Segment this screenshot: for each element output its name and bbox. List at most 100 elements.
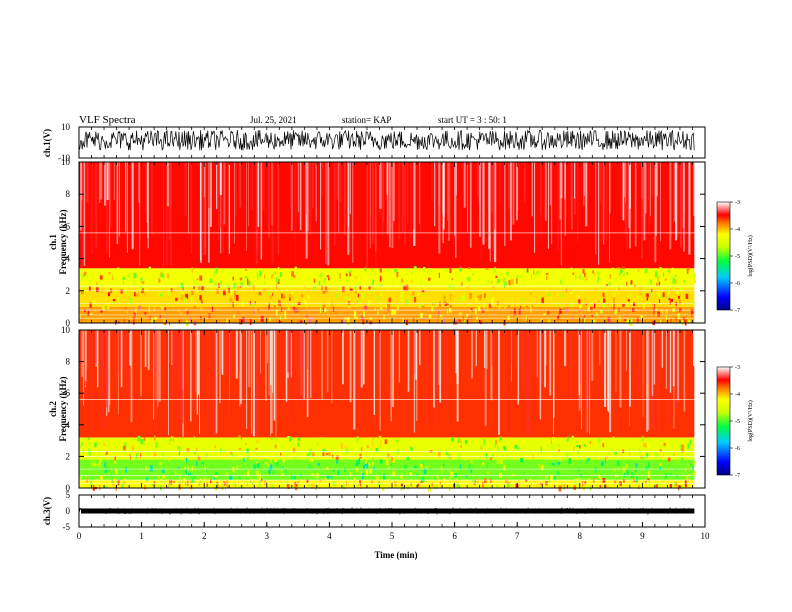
spectrogram-streak: [184, 162, 187, 216]
spectrogram-speckle: [466, 313, 469, 319]
spectrogram-streak: [660, 162, 661, 242]
spectrogram-speckle: [206, 482, 208, 487]
spectrogram-speckle: [168, 459, 171, 462]
spectrogram-streak: [414, 330, 416, 375]
spectrogram-speckle: [189, 484, 193, 490]
spectrogram-speckle: [363, 311, 365, 317]
spectrogram-speckle: [199, 275, 203, 281]
spectrogram-speckle: [236, 465, 239, 470]
colorbar-tick-label: -4: [735, 227, 740, 233]
spectrogram-speckle: [505, 281, 508, 286]
spectrogram-speckle: [636, 295, 639, 298]
spectrogram-streak: [504, 162, 506, 246]
spectrogram-streak: [208, 162, 210, 263]
spectrogram-speckle: [289, 297, 291, 301]
spectrogram-speckle: [453, 285, 455, 290]
spectrogram-speckle: [399, 280, 403, 283]
spectrogram-speckle: [191, 267, 194, 273]
spectrogram-speckle: [436, 475, 438, 479]
spectrogram-speckle: [273, 285, 275, 289]
spectrogram-speckle: [630, 307, 633, 311]
spectrogram-speckle: [88, 279, 90, 284]
spectrogram-speckle: [355, 454, 358, 461]
spectrogram-streak: [309, 162, 312, 236]
spectrogram-speckle: [247, 470, 250, 477]
spectrogram-speckle: [416, 473, 419, 476]
spectrogram-streak: [218, 162, 220, 241]
spectrogram-speckle: [110, 300, 113, 303]
spectrogram-band: [79, 480, 695, 488]
spectrogram-speckle: [675, 468, 678, 471]
spectrogram-streak: [654, 162, 657, 263]
spectrogram-streak: [210, 330, 212, 431]
spectrogram-streak: [204, 162, 206, 256]
spectrogram-speckle: [135, 468, 138, 473]
spectrogram-speckle: [344, 479, 346, 485]
spectrogram-streak: [315, 162, 317, 222]
spectrogram-speckle: [635, 463, 638, 468]
spectrogram-streak: [358, 330, 361, 399]
spectrogram-streak: [272, 330, 274, 393]
spectrogram-speckle: [372, 458, 374, 462]
spectrogram-speckle: [294, 457, 296, 461]
spectrogram-streak: [456, 330, 459, 384]
spectrogram-speckle: [326, 452, 329, 456]
spectrogram-speckle: [189, 316, 192, 322]
spectrogram-speckle: [349, 286, 351, 290]
spectrogram-speckle: [295, 452, 299, 456]
spectrogram-speckle: [486, 295, 488, 300]
spectrogram-speckle: [421, 305, 425, 309]
spectrogram-speckle: [693, 273, 696, 277]
spectrogram-speckle: [681, 294, 683, 301]
spectrogram-speckle: [433, 482, 436, 488]
spectrogram-speckle: [148, 306, 150, 312]
spectrogram-speckle: [440, 314, 442, 319]
spectrogram-speckle: [385, 459, 389, 466]
spectrogram-streak: [271, 162, 274, 264]
spectrogram-streak: [676, 162, 679, 238]
spectrogram-speckle: [655, 481, 657, 486]
spectrogram-speckle: [255, 447, 258, 450]
spectrogram-streak: [655, 162, 657, 236]
spectrogram-speckle: [167, 290, 170, 296]
spectrogram-speckle: [607, 302, 610, 307]
spectrogram-speckle: [539, 269, 542, 274]
spectrogram-streak: [538, 330, 541, 406]
spectrogram-speckle: [429, 274, 433, 278]
spectrogram-speckle: [560, 455, 563, 461]
spectrogram-streak: [549, 162, 551, 206]
spectrogram-speckle: [247, 289, 250, 294]
spectrogram-speckle: [660, 294, 663, 299]
spectrogram-speckle: [358, 482, 360, 487]
spectrogram-streak: [352, 162, 354, 263]
spectrogram-speckle: [80, 273, 83, 277]
spectrogram-speckle: [533, 270, 535, 275]
spectrogram-speckle: [271, 274, 274, 277]
spectrogram-speckle: [645, 466, 648, 470]
spectrogram-speckle: [344, 467, 346, 473]
spectrogram-speckle: [245, 276, 249, 279]
spectrogram-speckle: [609, 274, 611, 279]
spectrogram-speckle: [238, 485, 242, 488]
spectrogram-speckle: [557, 461, 560, 465]
spectrogram-speckle: [622, 303, 625, 307]
ch1-colorbar: -3-4-5-6-7 log(PSD)(V²/Hz): [716, 200, 754, 314]
spectrogram-speckle: [117, 480, 120, 485]
spectrogram-speckle: [124, 442, 127, 449]
spectrogram-speckle: [349, 272, 351, 277]
spectrogram-speckle: [289, 436, 292, 442]
spectrogram-speckle: [496, 459, 500, 465]
spectrogram-speckle: [443, 295, 446, 300]
spectrogram-streak: [260, 330, 261, 374]
spectrogram-streak: [83, 162, 86, 267]
spectrogram-speckle: [80, 276, 83, 283]
spectrogram-streak: [493, 162, 496, 230]
spectrogram-streak: [643, 162, 646, 241]
spectrogram-speckle: [142, 441, 145, 446]
spectrogram-speckle: [644, 267, 648, 274]
spectrogram-speckle: [403, 316, 406, 323]
spectrogram-speckle: [153, 306, 156, 312]
spectrogram-speckle: [656, 484, 658, 488]
spectrogram-streak: [564, 162, 566, 200]
spectrogram-speckle: [130, 456, 132, 460]
